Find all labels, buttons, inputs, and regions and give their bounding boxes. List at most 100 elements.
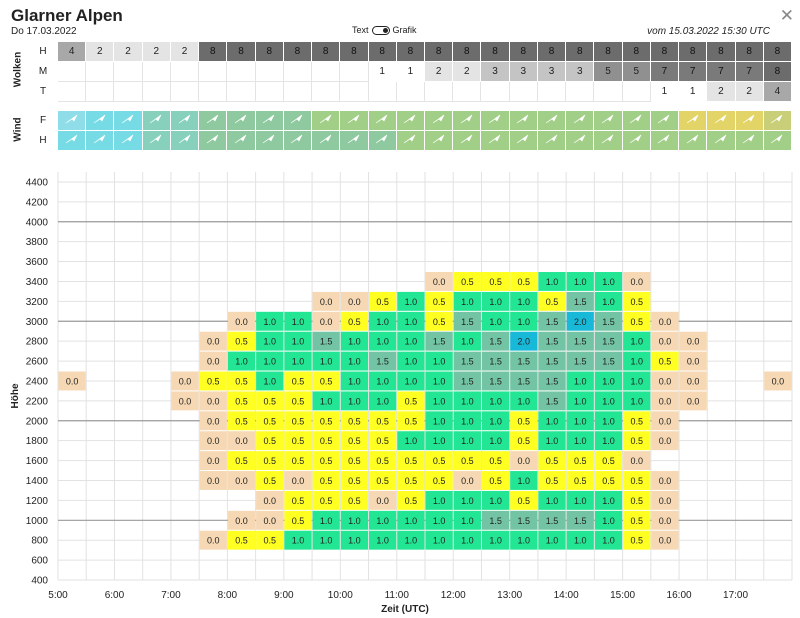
wind-arrow-icon — [234, 112, 248, 130]
heatmap-cell — [397, 490, 425, 510]
heatmap-cell-value: 0.5 — [376, 436, 389, 446]
heatmap-cell-value: 1.0 — [461, 536, 474, 546]
heatmap-cell — [453, 331, 481, 351]
cloud-cell — [537, 82, 567, 102]
heatmap-cell — [594, 371, 623, 391]
heatmap-cell — [425, 490, 453, 510]
heatmap-cell-value: 1.5 — [602, 337, 615, 347]
heatmap-cell-value: 1.0 — [489, 496, 502, 506]
heatmap-cell — [651, 331, 679, 351]
heatmap-cell — [566, 351, 594, 371]
wind-cell — [594, 111, 623, 131]
heatmap-cell — [369, 530, 397, 550]
heatmap-cell — [340, 291, 369, 311]
heatmap-cell — [397, 351, 425, 371]
heatmap-cell — [284, 371, 312, 391]
heatmap-cell — [510, 411, 538, 431]
y-tick-label: 1200 — [26, 496, 49, 507]
heatmap-cell-value: 1.0 — [461, 416, 474, 426]
cloud-cell — [340, 62, 369, 82]
heatmap-cell-value: 1.0 — [405, 516, 418, 526]
heatmap-cell — [623, 331, 651, 351]
heatmap-cell-value: 1.0 — [376, 396, 389, 406]
wind-cell — [735, 131, 764, 151]
heatmap-cell-value: 0.5 — [235, 456, 248, 466]
heatmap-cell-value: 1.0 — [461, 496, 474, 506]
x-tick-label: 11:00 — [385, 590, 410, 601]
wind-cell — [199, 111, 228, 131]
heatmap-cell — [481, 311, 510, 331]
wind-arrow-icon — [742, 112, 756, 130]
heatmap-cell-value: 1.5 — [518, 376, 531, 386]
wind-arrow-icon — [403, 132, 417, 150]
heatmap-cell-value: 1.0 — [348, 536, 361, 546]
heatmap-cell — [227, 351, 256, 371]
heatmap-cell — [538, 411, 566, 431]
toggle-switch[interactable] — [371, 25, 390, 35]
wind-arrow-icon — [178, 112, 192, 130]
cloud-cell: 8 — [707, 42, 736, 62]
heatmap-cell-value: 0.0 — [235, 516, 248, 526]
close-icon[interactable]: ✕ — [779, 6, 794, 25]
wind-arrow-icon — [516, 132, 530, 150]
cloud-cell: 7 — [650, 62, 680, 82]
cloud-cell: 1 — [650, 82, 680, 102]
heatmap-cell-value: 1.0 — [574, 396, 587, 406]
heatmap-cell — [453, 371, 481, 391]
heatmap-cell — [256, 391, 284, 411]
view-toggle[interactable]: Text Grafik — [352, 25, 417, 35]
heatmap-cell — [425, 471, 453, 490]
heatmap-cell — [227, 510, 256, 530]
wind-cell — [312, 131, 341, 151]
heatmap-cell-value: 1.5 — [574, 357, 587, 367]
cloud-cell — [396, 82, 425, 102]
cloud-cell: 8 — [763, 62, 792, 82]
heatmap-cell — [312, 411, 340, 431]
heatmap-cell — [340, 471, 369, 490]
cloud-cell — [58, 82, 87, 102]
heatmap-cell-value: 0.0 — [235, 476, 248, 486]
heatmap-cell — [651, 391, 679, 411]
cloud-cell — [283, 62, 313, 82]
heatmap-cell — [397, 530, 425, 550]
heatmap-cell-value: 1.0 — [348, 337, 361, 347]
cloud-cell: 8 — [594, 42, 623, 62]
heatmap-cell — [594, 411, 623, 431]
heatmap-cell — [566, 431, 594, 451]
heatmap-cell — [284, 331, 312, 351]
y-tick-label: 2200 — [26, 396, 49, 407]
heatmap-cell-value: 1.5 — [489, 376, 502, 386]
heatmap-cell-value: 0.5 — [461, 277, 474, 287]
wind-cell — [481, 131, 510, 151]
wind-cell — [622, 131, 651, 151]
heatmap-cell-value: 0.5 — [292, 376, 305, 386]
cloud-cell — [255, 62, 284, 82]
wind-cell — [566, 131, 595, 151]
wind-cell — [509, 111, 538, 131]
heatmap-cell-value: 1.0 — [489, 396, 502, 406]
cloud-cell — [566, 82, 595, 102]
heatmap-cell-value: 1.0 — [518, 536, 531, 546]
heatmap-cell-value: 0.5 — [405, 496, 418, 506]
heatmap-cell-value: 1.5 — [546, 357, 559, 367]
heatmap-cell — [594, 451, 623, 471]
heatmap-cell — [227, 411, 256, 431]
cloud-cell: 8 — [312, 42, 341, 62]
cloud-cell: 2 — [707, 82, 736, 102]
heatmap-cell — [397, 371, 425, 391]
y-tick-label: 2400 — [26, 376, 49, 387]
wind-arrow-icon — [601, 132, 615, 150]
heatmap-cell-value: 0.0 — [687, 337, 700, 347]
heatmap-cell-value: 1.0 — [518, 476, 531, 486]
heatmap-cell — [199, 351, 227, 371]
wind-cell — [537, 131, 567, 151]
heatmap-cell — [566, 331, 594, 351]
heatmap-cell — [425, 391, 453, 411]
heatmap-cell — [284, 510, 312, 530]
wind-arrow-icon — [375, 132, 389, 150]
heatmap-cell-value: 0.5 — [630, 416, 643, 426]
issue-timestamp: vom 15.03.2022 15:30 UTC — [647, 26, 770, 37]
y-tick-label: 3800 — [26, 237, 49, 248]
heatmap-cell-value: 0.5 — [235, 396, 248, 406]
heatmap-cell-value: 1.5 — [518, 357, 531, 367]
